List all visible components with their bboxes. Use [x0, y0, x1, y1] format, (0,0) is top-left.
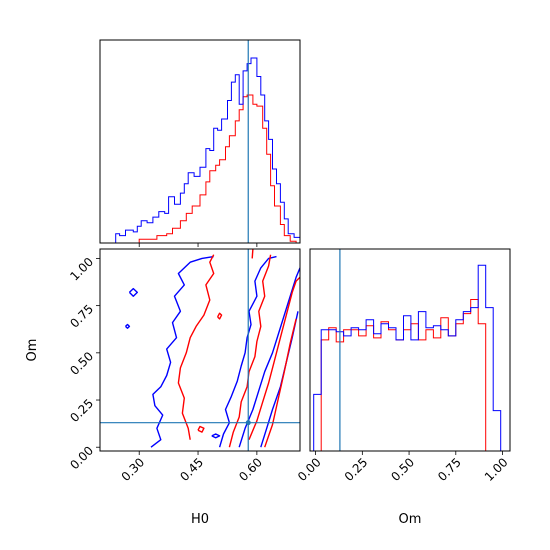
contour-xtick-label-0: 0.30: [119, 455, 148, 484]
red-contour-5: [197, 425, 205, 433]
red-contour-1: [228, 254, 272, 448]
contour-xtick-label-2: 0.60: [236, 455, 265, 484]
contour-ytick-label-0: 0.00: [67, 443, 96, 472]
contour-ytick-label-1: 0.25: [67, 396, 96, 425]
om-xtick-label-0: 0.00: [295, 455, 324, 484]
blue-contour-2: [238, 267, 300, 448]
red-contour-0: [177, 254, 215, 440]
contour-frame: [99, 248, 301, 452]
truth-point: [245, 420, 251, 426]
red-contour-4: [216, 312, 223, 320]
om-vs-h0-contour-panel: 0.30 0.45 0.60 0.00 0.25 0.50 0.75 1.00 H0 Om: [25, 248, 301, 527]
om-xtick-label-4: 1.00: [482, 455, 511, 484]
blue-contour-6: [211, 433, 221, 439]
om-xtick-label-1: 0.25: [342, 455, 371, 484]
red-contour-2: [248, 276, 300, 440]
contour-ytick-label-4: 1.00: [67, 255, 96, 284]
h0-marginal-histogram: [99, 39, 301, 247]
contour-ytick-label-2: 0.50: [67, 349, 96, 378]
blue-contour-0: [150, 255, 214, 448]
blue-contour-1: [218, 255, 277, 448]
blue-contour-5: [125, 323, 131, 329]
om-hist-frame: [309, 248, 511, 452]
x-axis-title-h0: H0: [191, 512, 209, 527]
red-contour-6: [251, 249, 254, 259]
h0-hist-frame: [99, 39, 301, 244]
blue-contour-4: [128, 287, 138, 297]
red-contour-3: [264, 318, 297, 448]
x-axis-title-om: Om: [399, 512, 422, 527]
contour-ytick-label-3: 0.75: [67, 302, 96, 331]
om-marginal-histogram: 0.00 0.25 0.50 0.75 1.00 Om: [295, 248, 511, 527]
om-histogram-blue-series: [313, 264, 502, 451]
h0-histogram-blue-series: [100, 57, 300, 244]
om-xtick-label-3: 0.75: [435, 455, 464, 484]
y-axis-title-om: Om: [25, 339, 40, 362]
h0-histogram-red-series: [100, 94, 300, 244]
contour-xtick-label-1: 0.45: [177, 455, 206, 484]
om-xtick-label-2: 0.50: [388, 455, 417, 484]
contour-plot-area: [125, 249, 300, 448]
